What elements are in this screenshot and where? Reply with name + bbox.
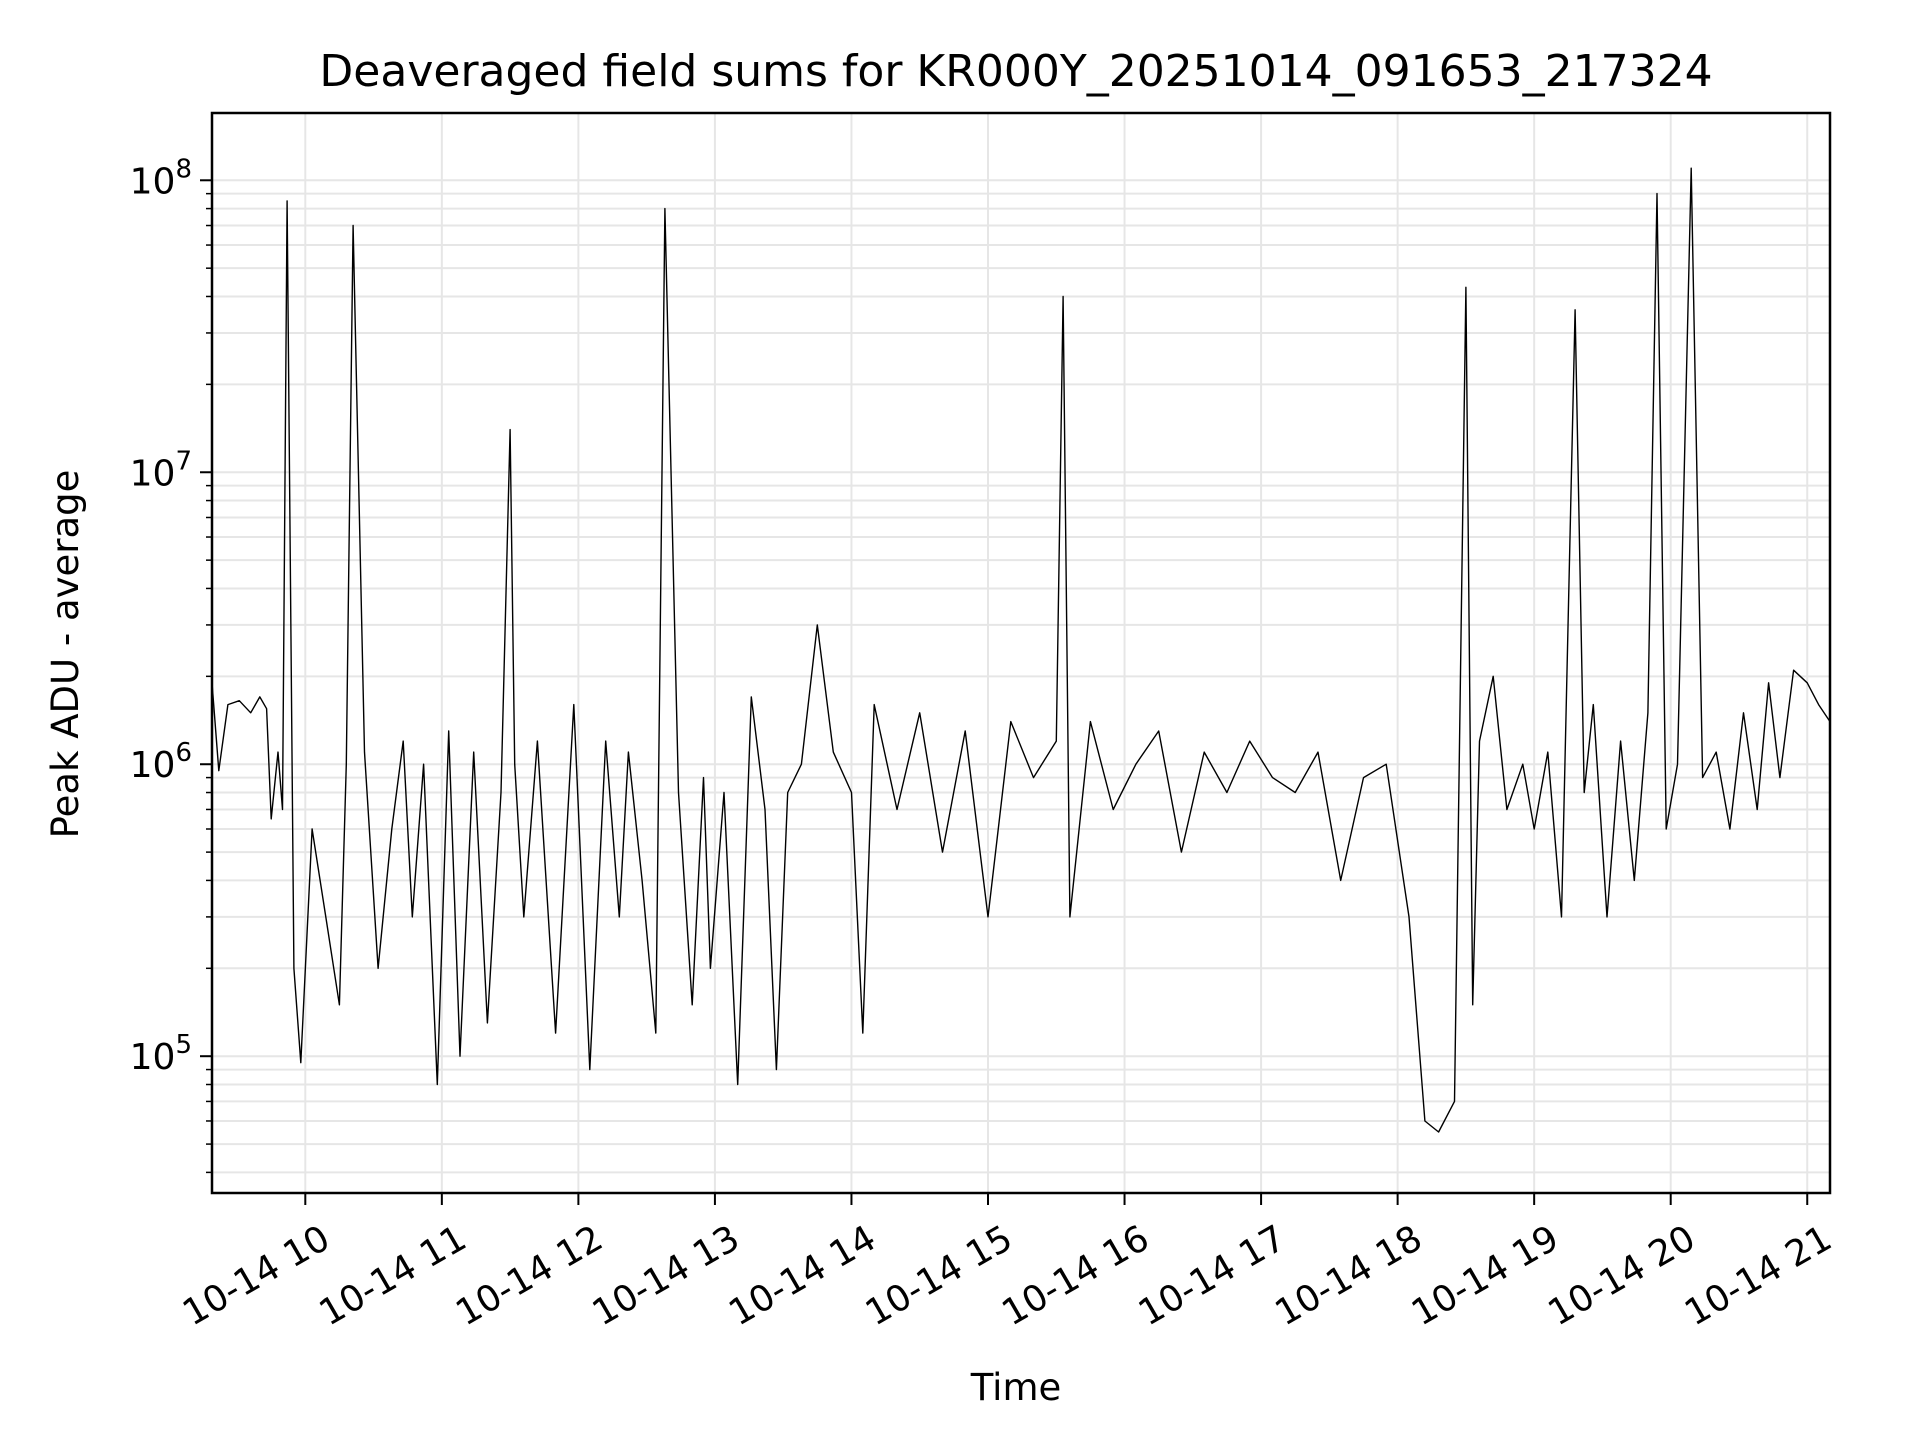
x-tick-label: 10-14 13: [586, 1218, 747, 1334]
x-tick-label: 10-14 15: [859, 1218, 1020, 1334]
y-tick-label: 105: [130, 1030, 192, 1078]
y-tick-label: 108: [130, 154, 192, 202]
data-series-layer: [211, 167, 1831, 1133]
x-tick-label: 10-14 20: [1542, 1218, 1703, 1334]
y-axis-ticks: 105 106 107 108: [130, 154, 212, 1174]
x-tick-label: 10-14 11: [313, 1218, 474, 1334]
y-axis-title: Peak ADU - average: [44, 470, 87, 839]
x-tick-label: 10-14 16: [995, 1218, 1156, 1334]
plot-border: [210, 111, 1832, 1195]
y-tick-label: 107: [130, 446, 192, 494]
x-tick-label: 10-14 19: [1405, 1218, 1566, 1334]
x-tick-label: 10-14 17: [1132, 1218, 1293, 1334]
plot-frame: [210, 111, 1832, 1195]
series-line-0: [211, 167, 1831, 1133]
x-tick-label: 10-14 12: [449, 1218, 610, 1334]
x-tick-label: 10-14 14: [722, 1218, 883, 1334]
x-tick-label: 10-14 18: [1268, 1218, 1429, 1334]
y-tick-label: 106: [130, 738, 192, 786]
x-axis-title: Time: [970, 1366, 1062, 1409]
chart-title: Deaveraged field sums for KR000Y_2025101…: [319, 46, 1712, 97]
grid-lines: [212, 113, 1830, 1193]
x-tick-label: 10-14 21: [1678, 1218, 1839, 1334]
x-tick-label: 10-14 10: [176, 1218, 337, 1334]
